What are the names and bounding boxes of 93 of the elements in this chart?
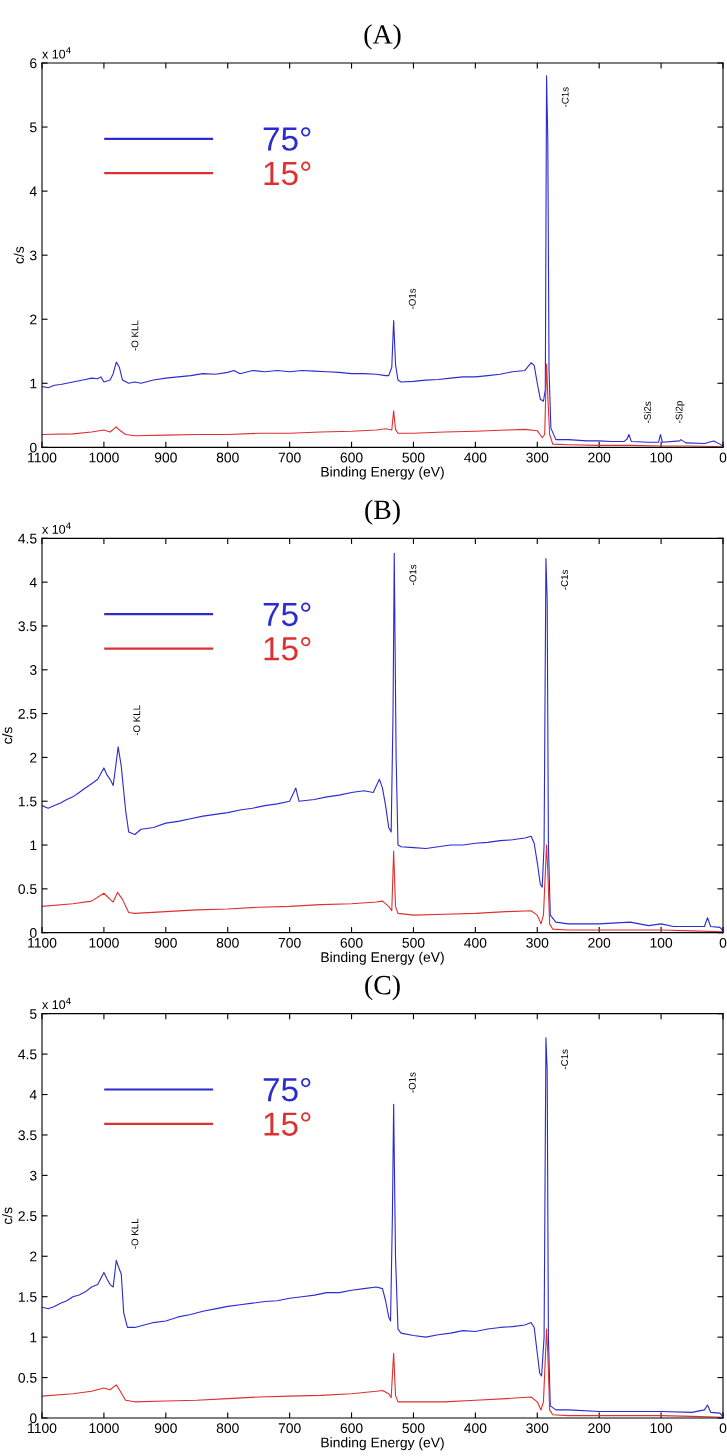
x-tick-label: 400	[464, 937, 487, 948]
y-tick-label: 2	[30, 314, 37, 325]
legend-label: 15°	[264, 1112, 311, 1136]
x-tick-label: 700	[278, 452, 301, 463]
annotation: -C1s	[561, 569, 568, 590]
y-tick-label: 1	[30, 840, 37, 851]
y-tick-label: 3	[29, 1170, 37, 1181]
legend-label: 15°	[264, 636, 311, 661]
y-tick-label: 3.5	[18, 621, 37, 632]
y-tick-label: 2.5	[18, 1211, 37, 1221]
y-tick-label: 4	[29, 577, 37, 588]
annotation: -O KLL	[131, 1218, 139, 1249]
y-tick-label: 5	[29, 122, 37, 133]
x-tick-label: 300	[526, 1423, 549, 1434]
x-tick-label: 600	[340, 452, 363, 463]
annotation: -C1s	[561, 87, 569, 108]
x-tick-label: 200	[588, 1423, 611, 1434]
annotation: -C1s	[561, 1049, 568, 1070]
chart-title: (B)	[365, 499, 400, 525]
y-tick-label: 1	[30, 378, 37, 389]
x-tick-label: 900	[154, 1423, 177, 1434]
annotation: -O1s	[408, 288, 416, 309]
x-tick-label: 600	[340, 1423, 363, 1434]
x-tick-label: 0	[719, 1423, 727, 1434]
x-tick-label: 500	[402, 452, 425, 463]
y-tick-label: 3.5	[18, 1130, 37, 1141]
chart-title: (A)	[364, 24, 401, 50]
y-tick-label: 0	[29, 442, 37, 453]
x-tick-label: 500	[402, 937, 425, 948]
x-tick-label: 800	[216, 452, 239, 463]
text: x 10$^{4}$	[42, 47, 71, 59]
y-tick-label: 2	[30, 1251, 37, 1262]
y-tick-label: 6	[30, 58, 37, 69]
x-tick-label: 1100	[28, 452, 57, 463]
y-tick-label: 1.5	[18, 1292, 37, 1302]
y-tick-label: 2.5	[18, 708, 37, 719]
annotation: -O1s	[408, 1072, 416, 1093]
x-tick-label: 400	[464, 1423, 487, 1434]
y-axis-title: c/s	[2, 1207, 13, 1225]
y-tick-label: 2	[30, 752, 37, 763]
x-tick-label: 1100	[28, 1423, 57, 1434]
x-tick-label: 200	[588, 937, 611, 948]
x-tick-label: 300	[526, 937, 549, 948]
y-tick-label: 1	[30, 1332, 37, 1343]
y-tick-label: 0	[29, 928, 37, 938]
chart-title: (C)	[365, 974, 400, 1001]
y-tick-label: 1.5	[18, 796, 37, 807]
y-tick-label: 4	[29, 186, 37, 197]
y-tick-label: 0.5	[18, 1372, 37, 1383]
x-tick-label: 0	[719, 937, 727, 948]
legend-label: 75°	[263, 127, 311, 151]
legend-label: 15°	[264, 161, 311, 186]
annotation: -O KLL	[133, 705, 141, 736]
x-tick-label: 700	[278, 1423, 301, 1434]
x-tick-label: 200	[588, 452, 611, 463]
y-tick-label: 4	[29, 1090, 37, 1100]
y-axis-title: c/s	[2, 727, 13, 744]
annotation: -Si2p	[675, 401, 685, 423]
x-tick-label: 300	[526, 452, 549, 463]
x-axis-title: Binding Energy (eV)	[321, 466, 444, 480]
x-tick-label: 1100	[28, 937, 57, 948]
annotation: -O1s	[409, 564, 417, 585]
x-tick-label: 800	[216, 1423, 239, 1434]
y-tick-label: 4.5	[18, 533, 37, 544]
legend-label: 75°	[263, 602, 311, 627]
x-tick-label: 900	[154, 452, 177, 463]
y-tick-label: 5	[29, 1009, 37, 1019]
x-tick-label: 1000	[89, 452, 119, 463]
annotation: -O KLL	[131, 320, 139, 351]
x-tick-label: 500	[402, 1423, 425, 1434]
x-tick-label: 1000	[89, 937, 119, 948]
x-tick-label: 0	[719, 452, 727, 463]
legend-label: 75°	[263, 1077, 311, 1102]
x-tick-label: 100	[650, 937, 673, 948]
x-tick-label: 700	[278, 937, 301, 948]
x-tick-label: 1000	[89, 1423, 119, 1434]
x-axis-title: Binding Energy (eV)	[321, 1437, 444, 1451]
x-tick-label: 600	[340, 937, 363, 948]
y-tick-label: 0	[29, 1413, 37, 1424]
x-tick-label: 100	[650, 1423, 673, 1434]
text: x 10$^{4}$	[42, 997, 71, 1010]
x-tick-label: 400	[464, 452, 487, 463]
x-tick-label: 800	[216, 937, 239, 948]
x-tick-label: 100	[650, 452, 673, 463]
y-tick-label: 0.5	[18, 884, 37, 895]
annotation: -Si2s	[643, 401, 651, 423]
y-tick-label: 3	[29, 665, 37, 675]
y-tick-label: 4.5	[18, 1049, 37, 1060]
y-tick-label: 3	[29, 250, 37, 261]
x-axis-title: Binding Energy (eV)	[321, 951, 444, 965]
y-axis-title: c/s	[13, 246, 24, 264]
text: x 10$^{4}$	[42, 522, 71, 534]
x-tick-label: 900	[154, 937, 177, 948]
